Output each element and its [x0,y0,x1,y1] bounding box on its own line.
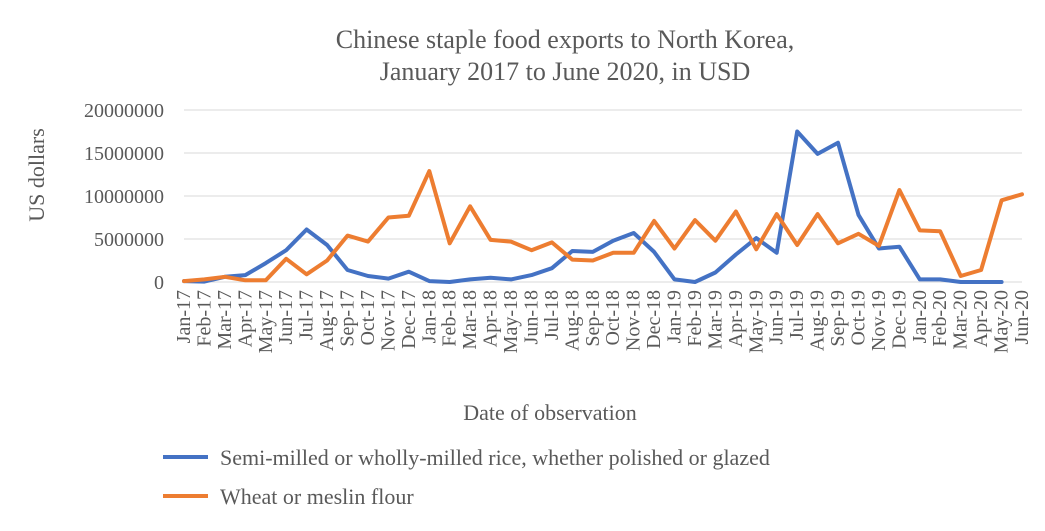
x-tick-label: Jun-20 [1011,290,1033,344]
x-tick-label: Jan-19 [664,290,686,343]
y-axis-title: US dollars [24,128,49,222]
series-line-rice [182,129,1004,284]
x-tick-label: Jun-18 [520,290,542,344]
x-tick-label: Sep-18 [582,290,604,347]
x-tick-label: Jul-19 [786,290,808,340]
legend: Semi-milled or wholly-milled rice, wheth… [163,445,770,509]
legend-label-wheat: Wheat or meslin flour [220,484,414,509]
y-tick-label: 15000000 [84,143,164,165]
x-tick-label: Aug-17 [316,290,338,351]
x-tick-label: May-18 [500,290,522,353]
x-tick-label: May-20 [991,290,1013,353]
x-tick-label: Feb-20 [929,290,951,347]
x-tick-label: Mar-17 [214,290,236,350]
y-tick-label: 10000000 [84,186,164,208]
legend-label-rice: Semi-milled or wholly-milled rice, wheth… [220,445,770,470]
x-tick-label: Oct-18 [602,290,624,346]
x-axis-ticks: Jan-17Feb-17Mar-17Apr-17May-17Jun-17Jul-… [173,290,1033,353]
x-tick-label: Apr-20 [970,290,992,347]
x-tick-label: Mar-19 [704,290,726,350]
x-tick-label: Nov-17 [377,290,399,351]
x-tick-label: Sep-17 [337,290,359,347]
x-tick-label: Dec-19 [888,290,910,349]
x-tick-label: Dec-17 [398,290,420,349]
x-tick-label: Jan-17 [173,290,195,343]
x-tick-label: Aug-19 [807,290,829,351]
series-lines [182,129,1024,284]
x-tick-label: Nov-19 [868,290,890,351]
x-tick-label: Jun-19 [766,290,788,344]
x-tick-label: Nov-18 [623,290,645,351]
x-tick-label: Mar-18 [459,290,481,350]
x-tick-label: Jul-18 [541,290,563,340]
x-tick-label: Apr-17 [234,290,256,347]
x-tick-label: Apr-18 [480,290,502,347]
chart-subtitle: January 2017 to June 2020, in USD [380,57,750,86]
y-tick-label: 0 [154,272,164,294]
chart-title: Chinese staple food exports to North Kor… [336,25,795,54]
x-tick-label: Jun-17 [275,290,297,344]
x-tick-label: Mar-20 [950,290,972,350]
x-axis-title: Date of observation [463,400,637,425]
x-tick-label: Aug-18 [561,290,583,351]
x-tick-label: Feb-18 [439,290,461,347]
x-tick-label: Feb-17 [193,290,215,347]
x-tick-label: Oct-19 [847,290,869,346]
y-tick-label: 20000000 [84,100,164,122]
x-tick-label: Feb-19 [684,290,706,347]
x-tick-label: May-17 [255,290,277,353]
y-axis-ticks: 0 5000000 10000000 15000000 20000000 [84,100,164,294]
y-tick-label: 5000000 [94,229,164,251]
x-tick-label: Jan-18 [418,290,440,343]
x-tick-label: May-19 [745,290,767,353]
x-tick-label: Oct-17 [357,290,379,346]
series-line-wheat [182,169,1024,284]
x-tick-label: Apr-19 [725,290,747,347]
x-tick-label: Dec-18 [643,290,665,349]
x-tick-label: Jul-17 [296,290,318,340]
x-tick-label: Jan-20 [909,290,931,343]
x-tick-label: Sep-19 [827,290,849,347]
